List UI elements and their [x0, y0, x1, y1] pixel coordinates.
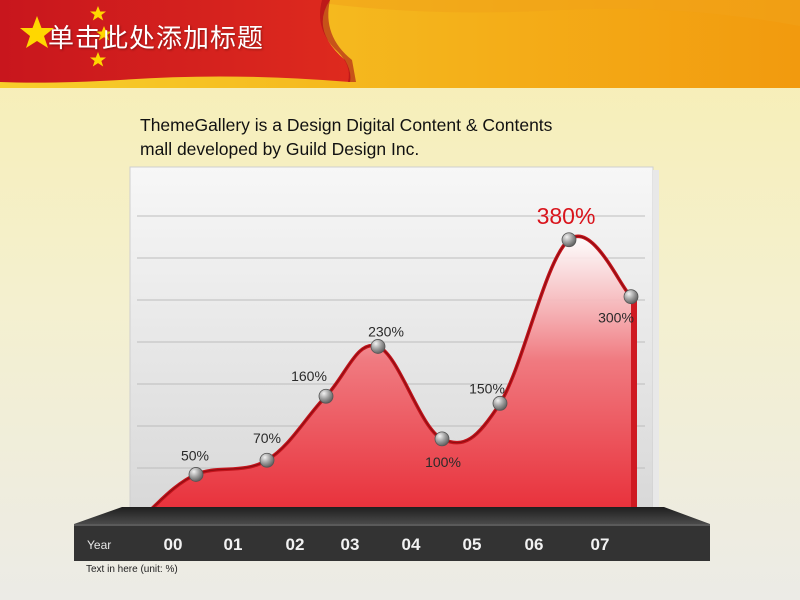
area-fill	[148, 236, 635, 513]
data-point-06	[561, 232, 577, 248]
x-tick-00: 00	[164, 535, 183, 554]
data-label-07: 300%	[598, 310, 634, 326]
small-star-icon	[90, 52, 106, 67]
data-point-07	[623, 289, 639, 305]
data-label-01: 70%	[253, 430, 281, 446]
right-edge-drop	[631, 296, 637, 512]
data-point-00	[188, 467, 204, 482]
data-point-03	[370, 339, 386, 354]
slide-title[interactable]: 单击此处添加标题	[48, 24, 265, 54]
series-line-shadow	[147, 235, 632, 513]
x-tick-04: 04	[402, 535, 421, 554]
chart-base-front	[74, 524, 710, 561]
data-label-04: 100%	[425, 454, 461, 470]
x-tick-03: 03	[341, 535, 360, 554]
x-tick-02: 02	[286, 535, 305, 554]
intro-text-line-1: ThemeGallery is a Design Digital Content…	[140, 115, 553, 135]
large-star-icon	[20, 16, 54, 48]
data-point-02	[318, 388, 334, 404]
data-point-04	[434, 431, 450, 447]
x-tick-05: 05	[463, 535, 482, 554]
data-label-05: 150%	[469, 380, 505, 396]
data-label-03: 230%	[368, 323, 404, 339]
x-tick-01: 01	[224, 535, 243, 554]
flag-banner-graphic	[0, 0, 800, 88]
title-banner: 单击此处添加标题	[0, 0, 800, 88]
data-label-06: 380%	[537, 203, 596, 229]
x-tick-07: 07	[591, 535, 610, 554]
x-tick-06: 06	[525, 535, 544, 554]
data-label-02: 160%	[291, 368, 327, 384]
small-star-icon	[90, 6, 106, 21]
data-label-00: 50%	[181, 447, 209, 463]
data-point-01	[259, 452, 275, 468]
chart-base-top	[74, 507, 710, 524]
footnote: Text in here (unit: %)	[86, 564, 178, 575]
x-axis-label: Year	[87, 538, 111, 552]
small-star-icon	[96, 26, 112, 41]
data-point-05	[492, 395, 508, 411]
intro-text-line-2: mall developed by Guild Design Inc.	[140, 139, 420, 159]
